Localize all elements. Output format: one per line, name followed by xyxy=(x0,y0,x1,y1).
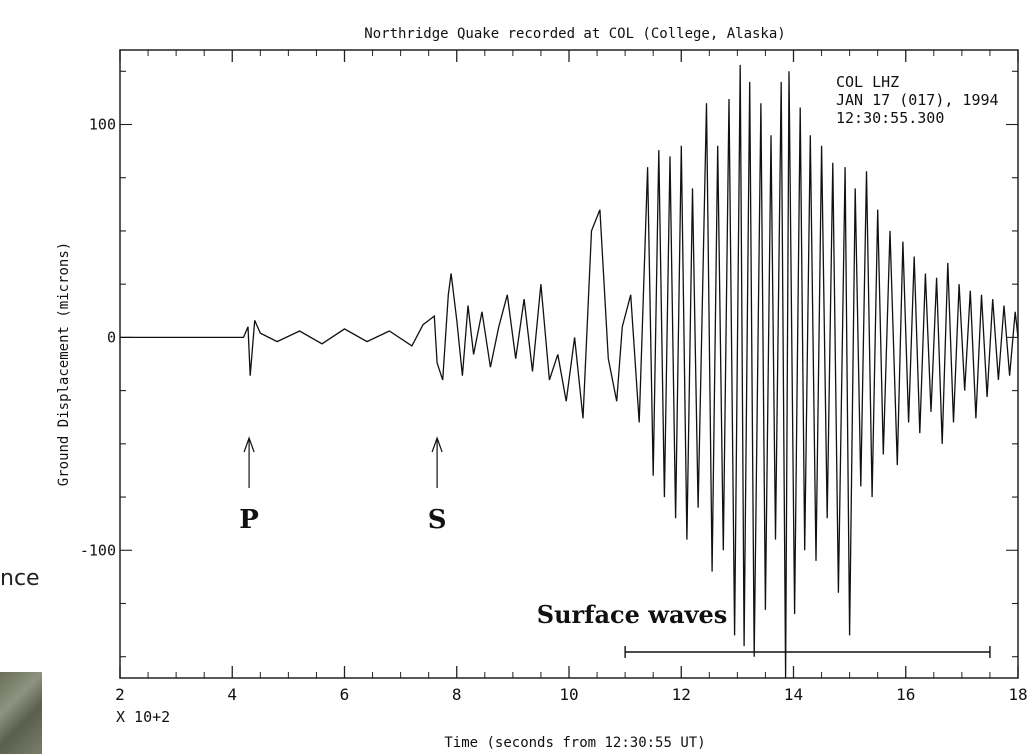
photo-thumbnail xyxy=(0,672,42,754)
tick-marks xyxy=(119,50,1019,678)
x-tick-label: 12 xyxy=(672,685,691,704)
y-tick-label: 100 xyxy=(89,116,116,134)
phase-arrow-head xyxy=(243,436,255,453)
x-tick-label: 18 xyxy=(1008,685,1027,704)
x-tick-label: 14 xyxy=(784,685,803,704)
station-header-line: JAN 17 (017), 1994 xyxy=(836,91,999,109)
x-tick-label: 8 xyxy=(452,685,462,704)
tick-labels: 2 4 6 8 10 12 14 16 18 100 0 -100 xyxy=(80,116,1028,704)
surface-waves-annotation: Surface waves xyxy=(537,600,991,658)
phase-arrow-head xyxy=(431,436,443,453)
y-tick-label: 0 xyxy=(107,328,116,346)
chart-title: Northridge Quake recorded at COL (Colleg… xyxy=(364,26,785,42)
x-tick-label: 6 xyxy=(340,685,350,704)
x-tick-label: 4 xyxy=(227,685,237,704)
phase-label: S xyxy=(428,505,447,535)
side-fragment-text: nce xyxy=(0,566,40,591)
station-header-line: 12:30:55.300 xyxy=(836,109,944,127)
seismogram-trace xyxy=(120,64,1019,679)
x-axis-label: Time (seconds from 12:30:55 UT) xyxy=(444,735,705,751)
y-tick-label: -100 xyxy=(80,541,116,559)
surface-waves-label: Surface waves xyxy=(537,600,727,629)
x-tick-label: 10 xyxy=(559,685,578,704)
x-tick-label: 16 xyxy=(896,685,915,704)
station-header-line: COL LHZ xyxy=(836,73,899,91)
phase-label: P xyxy=(239,505,259,535)
x-tick-label: 2 xyxy=(115,685,125,704)
y-axis-label: Ground Displacement (microns) xyxy=(56,242,72,486)
plot-frame xyxy=(119,49,1019,679)
x-multiplier-label: X 10+2 xyxy=(116,708,170,726)
